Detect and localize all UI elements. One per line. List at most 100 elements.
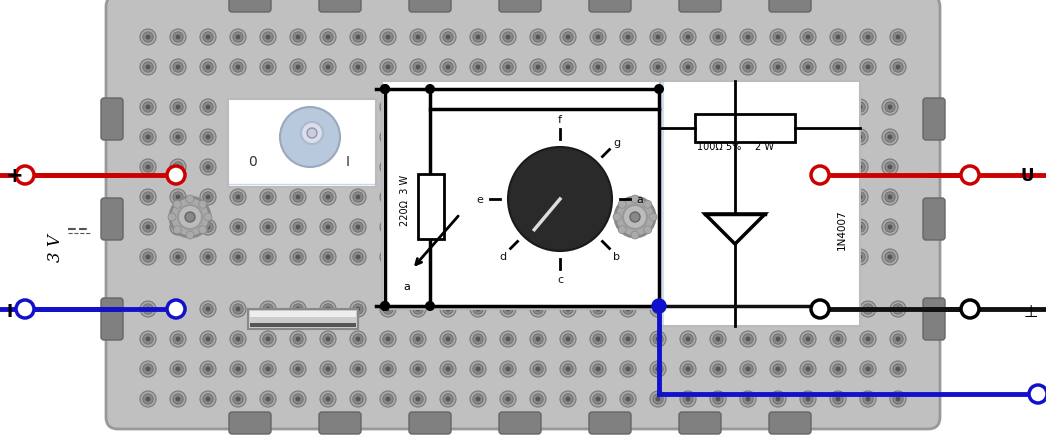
Circle shape — [743, 334, 753, 344]
Circle shape — [795, 223, 805, 233]
Circle shape — [383, 304, 393, 314]
Circle shape — [626, 367, 631, 371]
Circle shape — [503, 63, 514, 73]
Circle shape — [176, 35, 180, 40]
Circle shape — [356, 255, 361, 260]
Circle shape — [230, 219, 246, 236]
Circle shape — [320, 391, 336, 407]
Circle shape — [168, 213, 176, 222]
Circle shape — [505, 307, 510, 312]
Circle shape — [734, 102, 745, 113]
Circle shape — [473, 63, 483, 73]
Circle shape — [233, 364, 244, 374]
FancyBboxPatch shape — [229, 412, 271, 434]
Circle shape — [798, 135, 802, 140]
Circle shape — [882, 219, 899, 236]
Circle shape — [140, 159, 156, 176]
Circle shape — [643, 226, 652, 234]
Circle shape — [200, 249, 217, 265]
Circle shape — [16, 166, 35, 184]
Circle shape — [792, 249, 808, 265]
Circle shape — [235, 35, 241, 40]
Circle shape — [863, 364, 873, 374]
Circle shape — [296, 106, 300, 110]
Circle shape — [644, 252, 655, 263]
Circle shape — [176, 65, 180, 70]
Circle shape — [563, 364, 573, 374]
Circle shape — [233, 102, 244, 113]
Circle shape — [737, 225, 743, 230]
Circle shape — [675, 192, 685, 203]
Circle shape — [167, 166, 185, 184]
Circle shape — [203, 394, 213, 404]
Circle shape — [206, 135, 210, 140]
Circle shape — [173, 364, 183, 374]
Circle shape — [680, 30, 696, 46]
FancyBboxPatch shape — [923, 198, 945, 240]
Circle shape — [618, 201, 627, 209]
Circle shape — [893, 394, 903, 404]
Circle shape — [425, 85, 435, 95]
Circle shape — [888, 225, 892, 230]
Circle shape — [761, 159, 778, 176]
Circle shape — [702, 159, 718, 176]
Circle shape — [293, 192, 303, 203]
Circle shape — [829, 361, 846, 377]
Circle shape — [536, 367, 541, 371]
Circle shape — [560, 301, 576, 317]
Circle shape — [386, 106, 390, 110]
Circle shape — [650, 60, 666, 76]
Bar — [248, 309, 358, 329]
Circle shape — [536, 307, 541, 312]
Text: 2 W: 2 W — [755, 141, 774, 152]
Circle shape — [260, 301, 276, 317]
Circle shape — [825, 162, 835, 173]
Circle shape — [833, 63, 843, 73]
Circle shape — [140, 100, 156, 116]
Circle shape — [320, 159, 336, 176]
Circle shape — [325, 65, 331, 70]
Circle shape — [350, 60, 366, 76]
Circle shape — [206, 195, 210, 200]
Circle shape — [145, 397, 151, 402]
Circle shape — [230, 331, 246, 347]
Circle shape — [293, 102, 303, 113]
Circle shape — [203, 102, 213, 113]
Circle shape — [204, 213, 212, 222]
Circle shape — [230, 190, 246, 205]
Circle shape — [644, 192, 655, 203]
Circle shape — [266, 135, 271, 140]
Circle shape — [890, 301, 906, 317]
Circle shape — [140, 391, 156, 407]
Circle shape — [206, 225, 210, 230]
Circle shape — [476, 35, 480, 40]
Circle shape — [858, 255, 862, 260]
Circle shape — [740, 301, 756, 317]
Circle shape — [560, 361, 576, 377]
Circle shape — [649, 213, 657, 222]
Circle shape — [173, 334, 183, 344]
Circle shape — [266, 165, 271, 170]
Circle shape — [715, 397, 721, 402]
Circle shape — [415, 35, 420, 40]
Circle shape — [836, 397, 840, 402]
Circle shape — [473, 364, 483, 374]
Circle shape — [620, 331, 636, 347]
Circle shape — [746, 307, 750, 312]
Circle shape — [263, 33, 273, 43]
Circle shape — [200, 60, 217, 76]
Circle shape — [732, 190, 748, 205]
Circle shape — [768, 255, 772, 260]
Circle shape — [647, 255, 653, 260]
Circle shape — [620, 60, 636, 76]
Circle shape — [732, 130, 748, 146]
FancyBboxPatch shape — [499, 0, 541, 13]
Circle shape — [622, 394, 633, 404]
Circle shape — [650, 301, 666, 317]
Circle shape — [170, 190, 186, 205]
Circle shape — [746, 337, 750, 342]
Text: a: a — [404, 281, 410, 291]
Circle shape — [173, 63, 183, 73]
Circle shape — [503, 304, 514, 314]
Circle shape — [656, 65, 660, 70]
